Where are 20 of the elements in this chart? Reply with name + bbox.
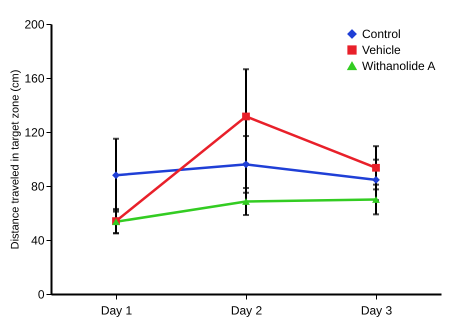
point	[242, 198, 250, 205]
y-tick-label: 160	[24, 72, 45, 86]
point	[112, 171, 120, 180]
legend-label: Withanolide A	[362, 59, 436, 73]
x-tick-label: Day 2	[230, 304, 262, 318]
legend-label: Control	[362, 27, 401, 41]
point	[372, 164, 380, 172]
point	[372, 176, 380, 184]
y-tick-label: 120	[24, 126, 45, 140]
y-tick-label: 80	[31, 180, 45, 194]
point	[242, 160, 250, 168]
x-tick-label: Day 3	[360, 304, 392, 318]
y-tick-label: 200	[24, 18, 45, 32]
y-tick-label: 0	[38, 288, 45, 302]
y-axis-title: Distance traveled in target zone (cm)	[9, 70, 22, 250]
point	[242, 112, 250, 120]
x-tick-label: Day 1	[100, 304, 132, 318]
point	[372, 196, 380, 203]
legend-label: Vehicle	[362, 43, 402, 57]
y-tick-label: 40	[31, 234, 45, 248]
